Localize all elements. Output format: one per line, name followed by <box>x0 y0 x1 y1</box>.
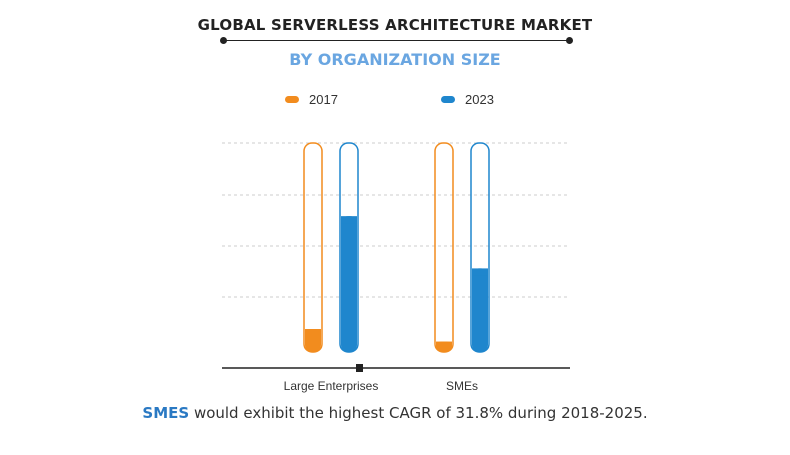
footer-text: would exhibit the highest CAGR of 31.8% … <box>189 404 648 422</box>
legend-item-2017: 2017 <box>285 92 338 107</box>
bar-fill-top-2023-large-enterprises <box>341 216 357 224</box>
title-divider <box>224 40 570 41</box>
bar-fill-top-2017-smes <box>436 341 452 349</box>
bar-tube-2017-large-enterprises <box>303 142 323 353</box>
x-tick-label-1: SMEs <box>446 379 478 393</box>
divider-left-dot <box>220 37 227 44</box>
bar-fill-top-2023-smes <box>472 268 488 276</box>
legend-label-2017: 2017 <box>309 92 338 107</box>
footer-note: SMES would exhibit the highest CAGR of 3… <box>0 404 790 422</box>
chart-title: GLOBAL SERVERLESS ARCHITECTURE MARKET <box>197 16 593 34</box>
chart-subtitle: BY ORGANIZATION SIZE <box>289 50 501 69</box>
x-tick-label-0: Large Enterprises <box>284 379 379 393</box>
legend-swatch-2017 <box>285 96 299 103</box>
bar-tube-2023-smes <box>470 142 490 353</box>
divider-right-dot <box>566 37 573 44</box>
bar-fill-2023-large-enterprises <box>341 216 357 352</box>
x-axis-center-tick <box>356 364 363 372</box>
bar-fill-2023-smes <box>472 268 488 352</box>
footer-highlight: SMES <box>142 404 190 422</box>
bar-tube-2017-smes <box>434 142 454 353</box>
bar-fill-top-2017-large-enterprises <box>305 329 321 337</box>
legend-label-2023: 2023 <box>465 92 494 107</box>
legend-swatch-2023 <box>441 96 455 103</box>
bar-tube-2023-large-enterprises <box>339 142 359 353</box>
legend-item-2023: 2023 <box>441 92 494 107</box>
